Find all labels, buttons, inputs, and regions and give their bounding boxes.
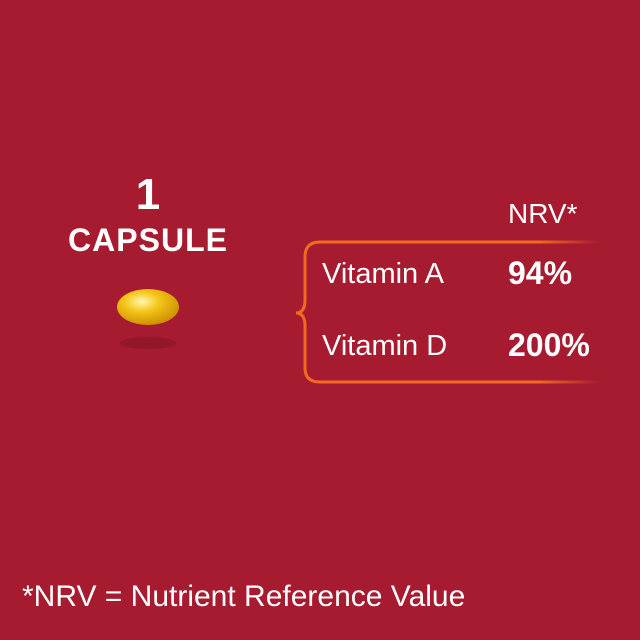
footnote: *NRV = Nutrient Reference Value [22, 580, 466, 613]
bracket [242, 240, 600, 384]
row-label-vitamin-a: Vitamin A [322, 258, 444, 290]
nrv-header: NRV* [508, 198, 578, 229]
capsule-unit: CAPSULE [68, 222, 228, 258]
row-value-vitamin-a: 94% [508, 255, 573, 291]
row-value-vitamin-d: 200% [508, 327, 590, 363]
row-label-vitamin-d: Vitamin D [322, 330, 448, 362]
capsule-icon [117, 289, 179, 349]
capsule-count: 1 [135, 170, 161, 219]
